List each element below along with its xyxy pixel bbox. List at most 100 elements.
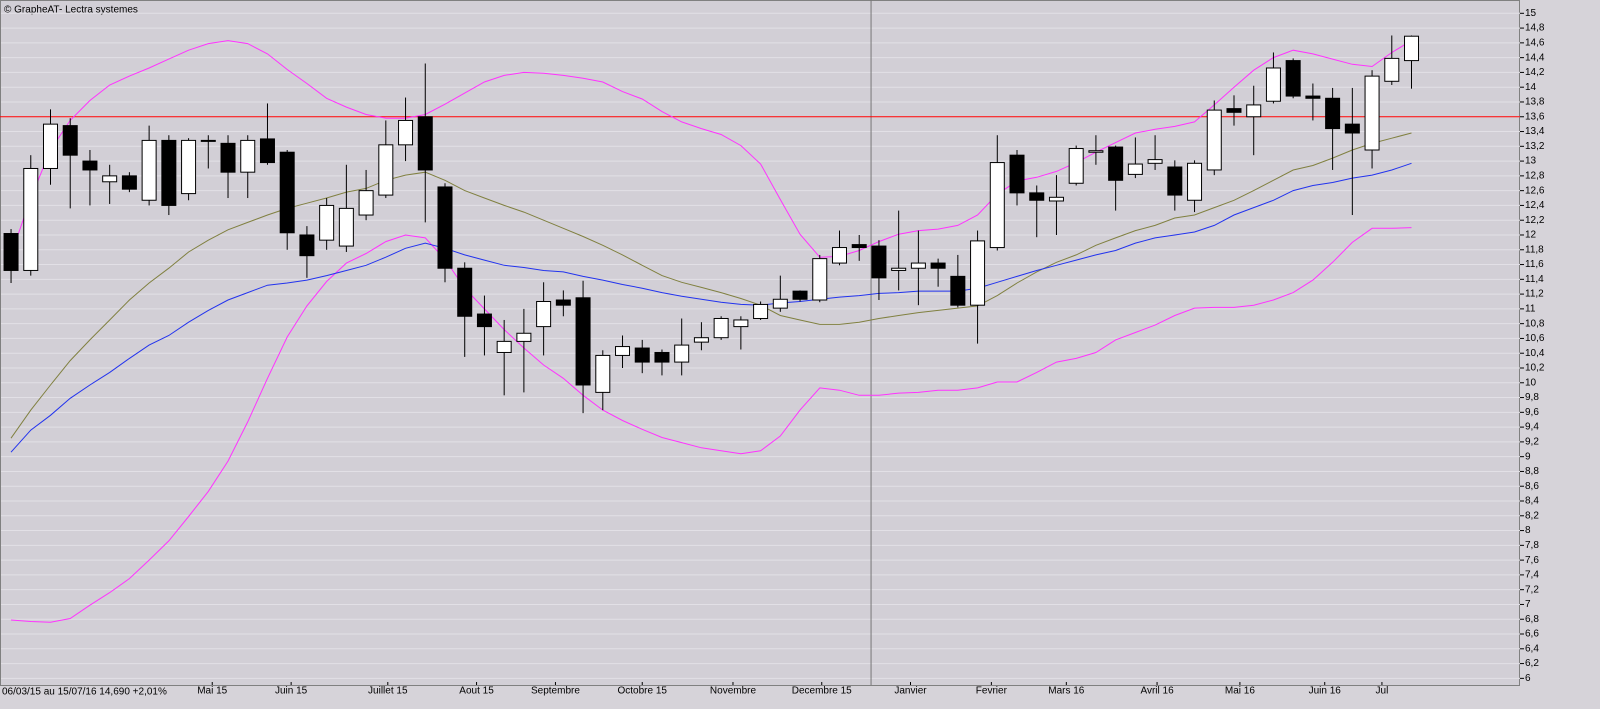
x-tick-label: Mai 15: [197, 686, 227, 697]
y-tick-label: 12,6: [1525, 185, 1545, 196]
y-tick-label: 14: [1525, 82, 1537, 93]
y-tick-label: 14,4: [1525, 52, 1545, 63]
plot-area: [0, 0, 1520, 686]
candle-body: [279, 151, 295, 234]
candle-body: [121, 175, 137, 190]
candle-body: [417, 116, 433, 171]
candle-body: [910, 262, 926, 269]
candle-body: [161, 139, 177, 206]
candle-body: [1404, 35, 1420, 62]
candle-body: [1206, 109, 1222, 171]
candle-body: [1029, 192, 1045, 201]
candle-body: [989, 162, 1005, 249]
indicator-line: [10, 162, 1412, 453]
candle-body: [319, 204, 335, 241]
y-tick-label: 13,2: [1525, 141, 1545, 152]
candle-body: [437, 186, 453, 269]
chart-title: © GrapheAT- Lectra systemes: [4, 5, 138, 16]
candle-body: [1285, 60, 1301, 97]
x-tick-label: Mars 16: [1048, 686, 1085, 697]
candle-body: [1364, 75, 1380, 151]
candle-body: [1265, 67, 1281, 102]
candle-body: [950, 275, 966, 306]
x-tick-label: Jul: [1376, 686, 1389, 697]
candle-body: [338, 207, 354, 247]
candle-body: [358, 190, 374, 216]
y-tick-label: 11,6: [1525, 259, 1544, 270]
candle-body: [970, 240, 986, 306]
candle-body: [1048, 196, 1064, 202]
y-tick-label: 10: [1525, 377, 1537, 388]
y-tick-label: 8,8: [1525, 466, 1539, 477]
y-tick-label: 10,2: [1525, 363, 1545, 374]
y-tick-label: 8: [1525, 525, 1531, 536]
candle-body: [1009, 154, 1025, 194]
candle-body: [871, 245, 887, 279]
candle-body: [772, 298, 788, 309]
y-tick-label: 6,4: [1525, 643, 1539, 654]
candle-body: [831, 247, 847, 264]
y-tick-label: 7,2: [1525, 584, 1539, 595]
candle-body: [555, 299, 571, 306]
y-tick-label: 9,2: [1525, 437, 1539, 448]
candle-body: [1167, 166, 1183, 196]
y-tick-label: 9,6: [1525, 407, 1539, 418]
y-tick-label: 9,8: [1525, 392, 1539, 403]
candle-body: [753, 303, 769, 319]
candle-body: [200, 139, 216, 142]
footer: 06/03/15 au 15/07/16 14,690 +2,01%: [2, 687, 167, 698]
y-tick-label: 11,2: [1525, 289, 1544, 300]
y-tick-label: 8,2: [1525, 510, 1539, 521]
y-tick-label: 10,8: [1525, 318, 1545, 329]
candle-body: [733, 319, 749, 328]
y-tick-label: 15: [1525, 8, 1537, 19]
y-tick-label: 6,6: [1525, 629, 1539, 640]
y-tick-label: 11,8: [1525, 244, 1544, 255]
x-tick-label: Janvier: [894, 686, 927, 697]
y-tick-label: 13,6: [1525, 111, 1545, 122]
candle-body: [891, 267, 907, 271]
x-tick-label: Juin 15: [275, 686, 308, 697]
candle-body: [378, 144, 394, 196]
candle-body: [1246, 104, 1262, 118]
y-tick-label: 13,4: [1525, 126, 1545, 137]
candle-body: [476, 313, 492, 328]
candle-body: [259, 138, 275, 164]
y-tick-label: 10,6: [1525, 333, 1545, 344]
x-tick-label: Fevrier: [976, 686, 1008, 697]
x-tick-label: Aout 15: [459, 686, 494, 697]
candle-body: [615, 346, 631, 356]
candle-body: [1226, 108, 1242, 113]
candle-body: [713, 317, 729, 339]
candle-body: [693, 337, 709, 343]
candle-body: [792, 290, 808, 300]
y-tick-label: 7,4: [1525, 570, 1539, 581]
y-tick-label: 14,2: [1525, 67, 1545, 78]
candle-body: [23, 167, 39, 271]
candle-body: [102, 175, 118, 183]
y-tick-label: 13,8: [1525, 97, 1545, 108]
y-tick-label: 8,6: [1525, 481, 1539, 492]
x-tick-label: Novembre: [710, 686, 757, 697]
candle-body: [457, 267, 473, 317]
candle-body: [1325, 97, 1341, 130]
x-tick-label: Decembre 15: [792, 686, 852, 697]
candle-body: [181, 139, 197, 195]
y-tick-label: 14,8: [1525, 23, 1545, 34]
candle-body: [516, 332, 532, 342]
candle-body: [82, 160, 98, 171]
candle-body: [62, 125, 78, 156]
y-tick-label: 11: [1525, 304, 1536, 315]
y-tick-label: 6,2: [1525, 658, 1539, 669]
candle-body: [1088, 150, 1104, 153]
candle-body: [851, 244, 867, 249]
candle-body: [575, 297, 591, 386]
candle-body: [240, 139, 256, 173]
y-tick-label: 12,4: [1525, 200, 1545, 211]
y-tick-label: 7,6: [1525, 555, 1539, 566]
candle-body: [42, 123, 58, 169]
candle-body: [595, 354, 611, 393]
candle-body: [1384, 57, 1400, 82]
candle-body: [1187, 162, 1203, 201]
